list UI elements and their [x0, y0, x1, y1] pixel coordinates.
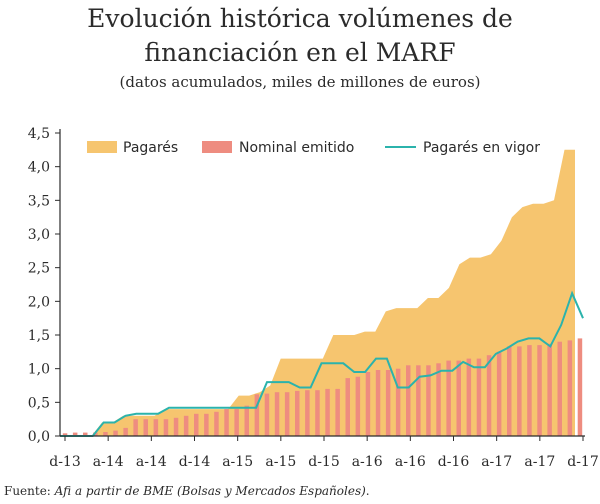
- bar-nominal-emitido: [173, 417, 179, 436]
- source-text: Afi a partir de BME (Bolsas y Mercados E…: [54, 484, 366, 498]
- bar-nominal-emitido: [163, 419, 169, 436]
- y-tick-label: 0,0: [28, 429, 50, 445]
- bar-nominal-emitido: [264, 393, 270, 436]
- bar-nominal-emitido: [557, 341, 562, 436]
- bar-nominal-emitido: [194, 413, 199, 436]
- bar-nominal-emitido: [234, 409, 239, 436]
- bar-nominal-emitido: [284, 392, 290, 436]
- bar-nominal-emitido: [183, 415, 189, 436]
- bar-nominal-emitido: [72, 432, 78, 436]
- bar-nominal-emitido: [83, 432, 88, 436]
- plot-area: [60, 149, 584, 437]
- bar-nominal-emitido: [426, 365, 431, 436]
- y-tick-label: 3,0: [28, 227, 50, 243]
- y-tick-label: 2,5: [28, 261, 50, 277]
- x-tick-label: a-15: [222, 454, 253, 470]
- x-tick-label: a-17: [481, 454, 512, 470]
- source-suffix: .: [365, 484, 370, 498]
- bar-nominal-emitido: [325, 388, 330, 436]
- bar-nominal-emitido: [274, 392, 280, 436]
- bar-nominal-emitido: [113, 430, 118, 436]
- legend-swatch-pagares: [87, 141, 117, 153]
- bar-nominal-emitido: [456, 360, 461, 436]
- bar-nominal-emitido: [315, 390, 320, 436]
- bar-nominal-emitido: [345, 378, 350, 436]
- bar-nominal-emitido: [62, 433, 68, 436]
- x-tick-label: a-14: [136, 454, 167, 470]
- bar-nominal-emitido: [527, 345, 532, 436]
- axes: 0,0 0,5 1,0 1,5 2,0 2,5 3,0 3,5 4,0 4,5 d-13 a-14 a-…: [28, 126, 599, 470]
- source-prefix: Fuente:: [4, 484, 55, 498]
- y-tick-label: 2,0: [28, 294, 50, 310]
- bar-nominal-emitido: [143, 419, 148, 436]
- bar-nominal-emitido: [355, 376, 361, 436]
- y-tick-label: 1,0: [28, 362, 50, 378]
- y-tick-label: 3,5: [28, 193, 50, 209]
- bar-nominal-emitido: [153, 419, 159, 436]
- bar-nominal-emitido: [547, 343, 552, 436]
- bar-nominal-emitido: [103, 432, 108, 436]
- x-tick-label: a-17: [524, 454, 555, 470]
- bar-nominal-emitido: [577, 338, 583, 436]
- bar-nominal-emitido: [416, 365, 421, 436]
- legend-label-pagares: Pagarés: [123, 140, 178, 156]
- x-tick-label: a-15: [265, 454, 296, 470]
- x-tick-label: d-14: [179, 454, 211, 470]
- bar-nominal-emitido: [436, 363, 441, 436]
- bar-nominal-emitido: [254, 394, 260, 436]
- area-series-pagares: [60, 149, 575, 437]
- bar-nominal-emitido: [476, 358, 482, 436]
- x-tick-label: d-13: [49, 454, 81, 470]
- legend-label-pagares-en-vigor: Pagarés en vigor: [423, 140, 540, 156]
- bar-nominal-emitido: [517, 346, 522, 436]
- bar-nominal-emitido: [507, 346, 512, 436]
- x-tick-label: a-14: [93, 454, 124, 470]
- bar-nominal-emitido: [537, 345, 542, 436]
- bar-nominal-emitido: [365, 372, 371, 436]
- y-tick-label: 4,0: [28, 160, 50, 176]
- chart-title-line1: Evolución histórica volúmenes de: [87, 4, 513, 33]
- x-tick-label: d-15: [308, 454, 340, 470]
- chart-subtitle: (datos acumulados, miles de millones de …: [119, 73, 481, 91]
- legend-swatch-nominal-emitido: [202, 141, 232, 153]
- legend-label-nominal-emitido: Nominal emitido: [239, 140, 354, 156]
- chart-title-line2: financiación en el MARF: [144, 38, 456, 67]
- x-tick-label: a-16: [395, 454, 426, 470]
- bar-nominal-emitido: [214, 411, 219, 436]
- bar-nominal-emitido: [305, 390, 310, 436]
- x-tick-label: d-17: [567, 454, 599, 470]
- x-tick-label: a-16: [352, 454, 383, 470]
- bar-nominal-emitido: [446, 360, 451, 436]
- bar-nominal-emitido: [123, 427, 128, 436]
- legend: Pagarés Nominal emitido Pagarés en vigor: [87, 140, 540, 156]
- bar-nominal-emitido: [375, 370, 381, 436]
- bar-nominal-emitido: [204, 413, 209, 436]
- bar-nominal-emitido: [224, 409, 229, 436]
- y-tick-label: 0,5: [28, 395, 50, 411]
- bar-nominal-emitido: [335, 388, 340, 436]
- bar-nominal-emitido: [133, 419, 138, 436]
- bar-nominal-emitido: [466, 358, 472, 436]
- bar-nominal-emitido: [385, 370, 391, 436]
- bar-nominal-emitido: [406, 365, 411, 436]
- bar-nominal-emitido: [567, 340, 573, 436]
- y-tick-label: 1,5: [28, 328, 50, 344]
- bar-nominal-emitido: [496, 351, 502, 436]
- x-tick-label: d-16: [438, 454, 470, 470]
- line-series-pagares-en-vigor: [60, 290, 584, 437]
- bar-nominal-emitido: [244, 405, 249, 436]
- bar-nominal-emitido: [295, 390, 300, 436]
- bar-nominal-emitido: [395, 368, 401, 436]
- y-tick-label: 4,5: [28, 126, 50, 142]
- bar-nominal-emitido: [486, 355, 492, 436]
- source-note: Fuente: Afi a partir de BME (Bolsas y Me…: [4, 484, 370, 498]
